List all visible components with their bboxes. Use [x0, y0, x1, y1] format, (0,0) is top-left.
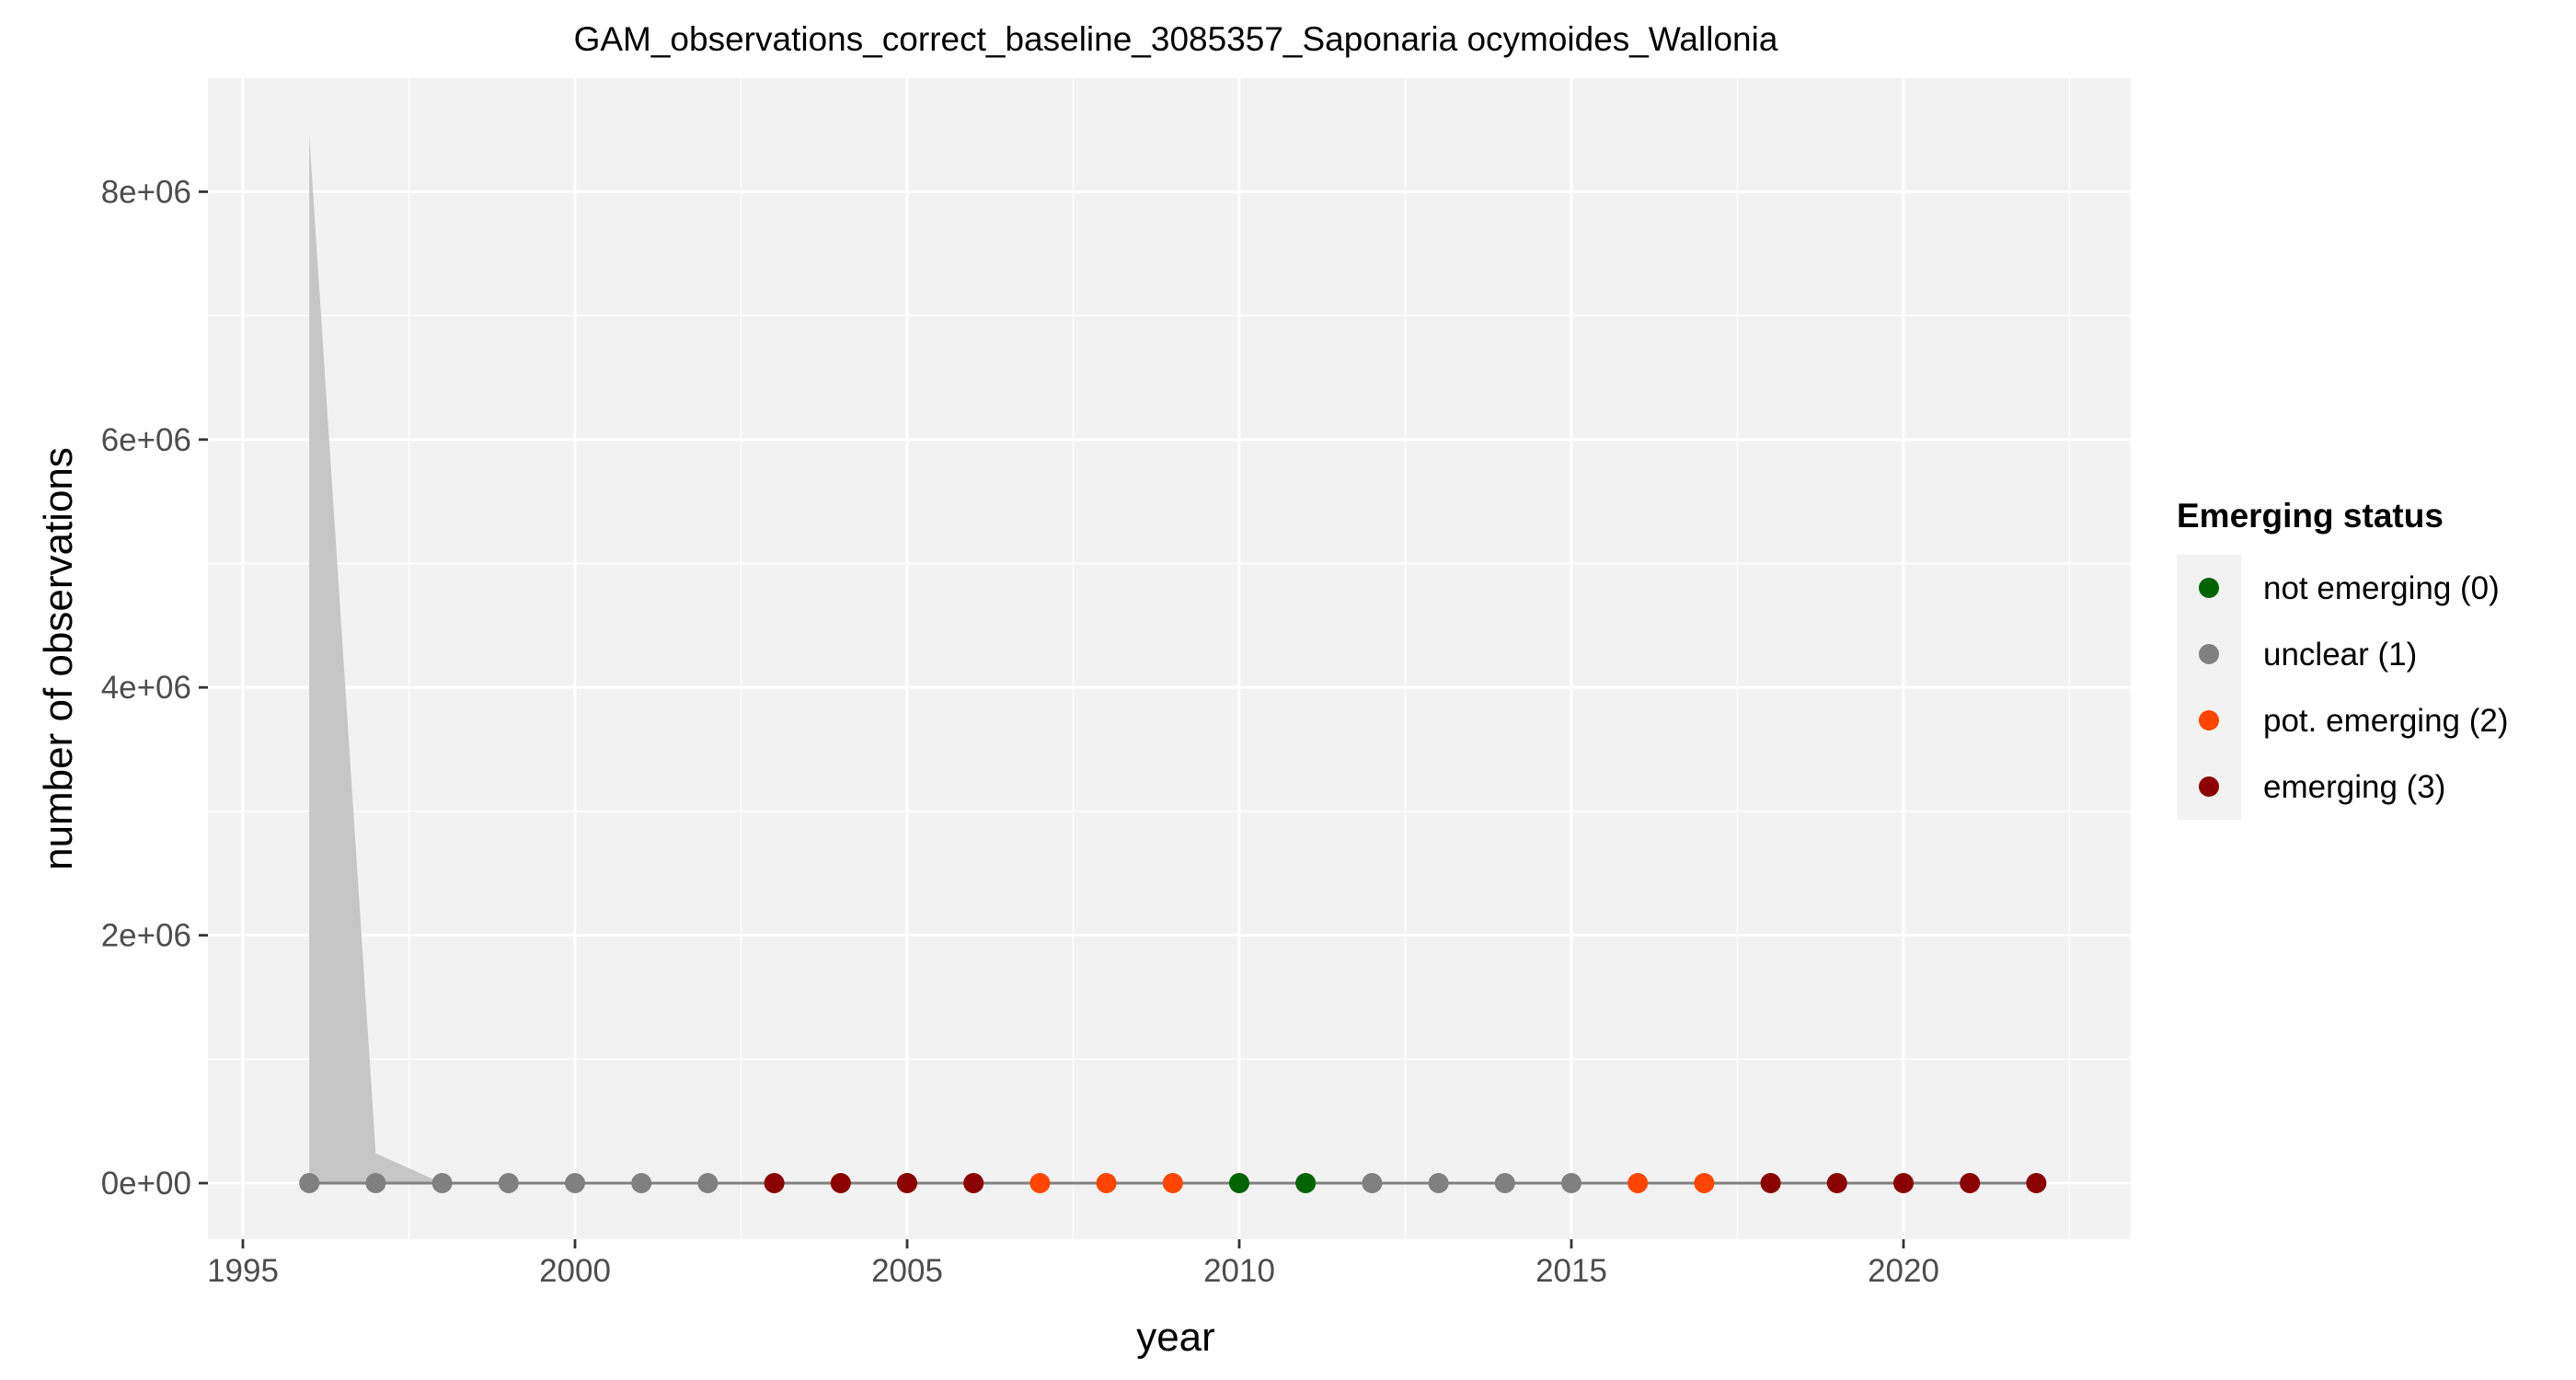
data-point — [1428, 1173, 1449, 1193]
data-point — [1627, 1173, 1649, 1193]
data-point — [1494, 1173, 1515, 1193]
data-point — [1162, 1173, 1183, 1193]
data-point — [830, 1173, 851, 1193]
data-point — [631, 1173, 652, 1193]
x-axis-label: year — [1136, 1315, 1215, 1360]
legend-label-2: pot. emerging (2) — [2263, 703, 2509, 739]
legend: Emerging status not emerging (0) unclear … — [2177, 497, 2509, 820]
legend-label-1: unclear (1) — [2263, 637, 2417, 673]
y-tick-label: 6e+06 — [101, 422, 191, 458]
legend-key-1 — [2199, 644, 2219, 664]
legend-label-3: emerging (3) — [2263, 769, 2445, 805]
data-point — [498, 1173, 519, 1193]
x-tick-label: 2000 — [539, 1253, 611, 1289]
legend-label-0: not emerging (0) — [2263, 570, 2500, 606]
data-point — [1694, 1173, 1715, 1193]
data-point — [1096, 1173, 1117, 1193]
data-point — [1229, 1173, 1249, 1193]
legend-keys: not emerging (0) unclear (1) pot. emerging… — [2177, 555, 2509, 820]
data-point — [365, 1173, 386, 1193]
y-tick-label: 8e+06 — [101, 174, 191, 210]
x-tick-label: 1995 — [207, 1253, 279, 1289]
legend-key-2 — [2199, 710, 2219, 730]
data-point — [1893, 1173, 1914, 1193]
data-point — [963, 1173, 984, 1193]
data-point — [565, 1173, 585, 1193]
legend-key-0 — [2199, 578, 2219, 598]
x-tick-label: 2005 — [871, 1253, 943, 1289]
x-tick-label: 2020 — [1868, 1253, 1939, 1289]
data-point — [1826, 1173, 1847, 1193]
grid-minor-y — [208, 315, 2131, 1061]
data-point — [1960, 1173, 1981, 1193]
y-tick-label: 4e+06 — [101, 670, 191, 706]
x-tick-label: 2015 — [1535, 1253, 1607, 1289]
data-point — [299, 1173, 320, 1193]
y-tick-label: 0e+00 — [101, 1166, 191, 1202]
data-points — [299, 1173, 2047, 1193]
data-point — [1295, 1173, 1317, 1193]
data-point — [1362, 1173, 1383, 1193]
x-tick-label: 2010 — [1203, 1253, 1275, 1289]
data-point — [697, 1173, 719, 1193]
data-point — [1760, 1173, 1781, 1193]
y-tick-label: 2e+06 — [101, 918, 191, 954]
data-point — [431, 1173, 453, 1193]
x-axis: 1995 2000 2005 2010 2015 2020 — [207, 1239, 1939, 1289]
data-point — [1029, 1173, 1051, 1193]
y-axis: 0e+00 2e+06 4e+06 6e+06 8e+06 — [101, 174, 208, 1202]
chart-title: GAM_observations_correct_baseline_308535… — [574, 20, 1778, 58]
data-point — [764, 1173, 785, 1193]
confidence-ribbon — [309, 135, 443, 1183]
data-point — [1561, 1173, 1581, 1193]
legend-title: Emerging status — [2177, 497, 2444, 535]
plot-panel — [208, 78, 2131, 1239]
data-point — [897, 1173, 917, 1193]
grid-minor-x — [408, 78, 2071, 1239]
y-axis-label: number of observations — [36, 447, 81, 870]
legend-key-3 — [2199, 776, 2219, 797]
legend-key-background — [2177, 555, 2241, 820]
data-point — [2026, 1173, 2047, 1193]
grid-major-x — [241, 78, 1905, 1239]
